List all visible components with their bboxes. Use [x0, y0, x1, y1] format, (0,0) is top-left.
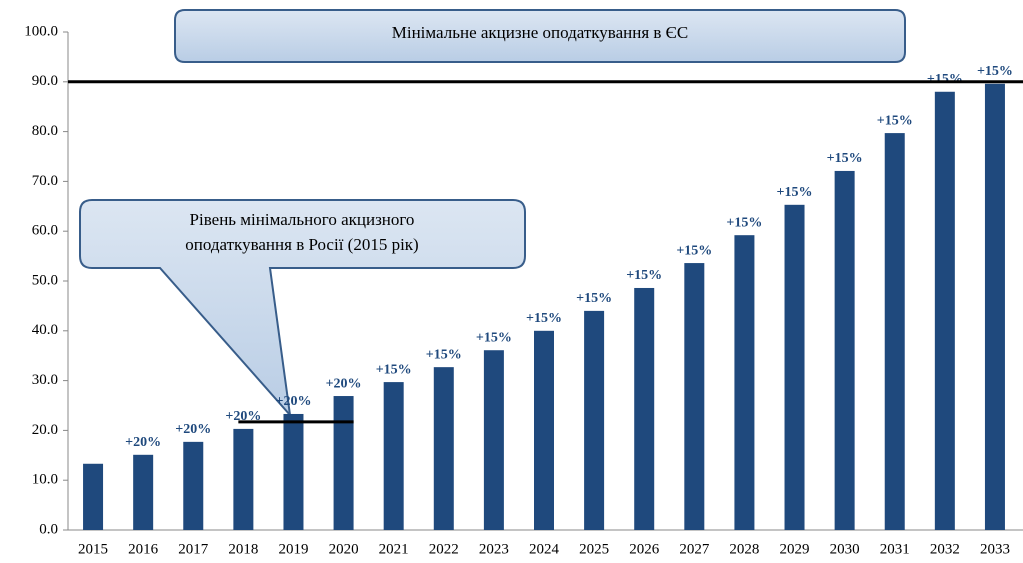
- bar: [133, 454, 154, 530]
- x-tick-label: 2023: [479, 541, 509, 557]
- russia-callout-text: оподаткування в Росії (2015 рік): [185, 235, 418, 254]
- bar: [884, 133, 905, 530]
- x-tick-label: 2022: [429, 541, 459, 557]
- bar: [934, 91, 955, 530]
- growth-label: +20%: [125, 435, 161, 450]
- x-tick-label: 2015: [78, 541, 108, 557]
- bar: [483, 350, 504, 530]
- bar: [734, 235, 755, 530]
- growth-label: +20%: [175, 422, 211, 437]
- growth-label: +15%: [927, 72, 963, 87]
- y-tick-label: 20.0: [32, 422, 58, 438]
- y-tick-label: 40.0: [32, 322, 58, 338]
- growth-label: +15%: [376, 362, 412, 377]
- bar: [684, 263, 705, 530]
- bar: [584, 310, 605, 530]
- bar: [433, 367, 454, 530]
- x-tick-label: 2027: [679, 541, 710, 557]
- bar: [984, 83, 1005, 531]
- bar: [534, 330, 554, 530]
- growth-label: +15%: [977, 64, 1013, 79]
- bar: [233, 428, 254, 530]
- x-tick-label: 2016: [128, 541, 159, 557]
- x-tick-label: 2017: [178, 541, 209, 557]
- bar: [834, 170, 855, 530]
- russia-callout: [79, 199, 526, 419]
- bar: [283, 413, 304, 530]
- growth-label: +15%: [526, 311, 562, 326]
- russia-callout-text: Рівень мінімального акцизного: [190, 210, 415, 229]
- bar: [383, 382, 404, 530]
- growth-label: +15%: [676, 243, 712, 258]
- x-tick-label: 2026: [629, 541, 660, 557]
- x-tick-label: 2025: [579, 541, 609, 557]
- eu-callout: [174, 9, 906, 63]
- x-tick-label: 2020: [329, 541, 359, 557]
- y-tick-label: 60.0: [32, 223, 58, 239]
- y-tick-label: 10.0: [32, 472, 58, 488]
- x-tick-label: 2029: [780, 541, 810, 557]
- x-tick-label: 2033: [980, 541, 1010, 557]
- bar: [634, 287, 655, 530]
- bar: [784, 204, 805, 530]
- x-tick-label: 2018: [228, 541, 258, 557]
- bar: [83, 463, 104, 530]
- x-tick-label: 2028: [729, 541, 759, 557]
- x-tick-label: 2021: [379, 541, 409, 557]
- bar: [183, 441, 204, 530]
- y-tick-label: 70.0: [32, 173, 58, 189]
- x-tick-label: 2031: [880, 541, 910, 557]
- y-tick-label: 90.0: [32, 73, 58, 89]
- y-tick-label: 30.0: [32, 372, 58, 388]
- growth-label: +15%: [726, 215, 762, 230]
- growth-label: +15%: [626, 268, 662, 283]
- growth-label: +15%: [877, 113, 913, 128]
- growth-label: +15%: [426, 347, 462, 362]
- growth-label: +20%: [326, 376, 362, 391]
- x-tick-label: 2019: [278, 541, 308, 557]
- y-tick-label: 50.0: [32, 272, 58, 288]
- bar: [333, 396, 354, 530]
- growth-label: +15%: [827, 151, 863, 166]
- x-tick-label: 2032: [930, 541, 960, 557]
- growth-label: +15%: [777, 185, 813, 200]
- growth-label: +15%: [576, 291, 612, 306]
- x-tick-label: 2024: [529, 541, 560, 557]
- x-tick-label: 2030: [830, 541, 860, 557]
- growth-label: +15%: [476, 330, 512, 345]
- growth-label: +20%: [225, 409, 261, 424]
- y-tick-label: 100.0: [24, 23, 58, 39]
- growth-label: +20%: [275, 394, 311, 409]
- y-tick-label: 0.0: [39, 521, 58, 537]
- y-tick-label: 80.0: [32, 123, 58, 139]
- eu-callout-text: Мінімальне акцизне оподаткування в ЄС: [392, 23, 689, 42]
